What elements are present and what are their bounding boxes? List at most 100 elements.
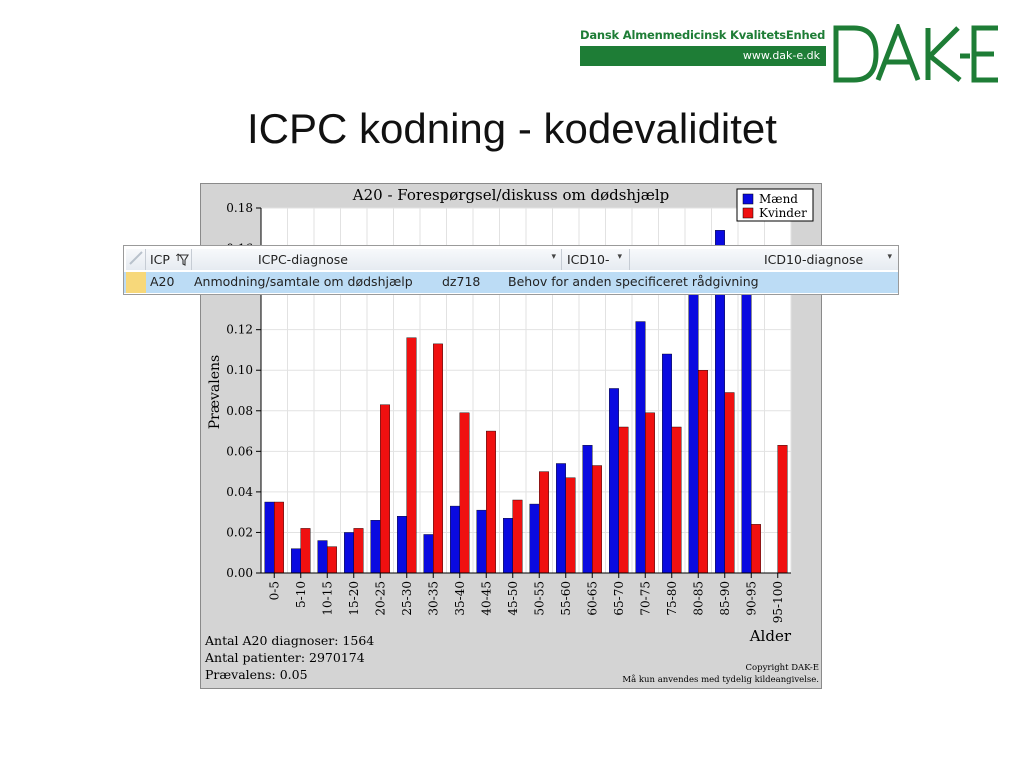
x-tick-label: 5-10 (294, 581, 308, 608)
bar-Kvinder (353, 528, 364, 574)
y-tick-label: 0.06 (226, 444, 253, 458)
bar-Mænd (635, 321, 646, 574)
bar-Kvinder (724, 392, 735, 574)
x-tick-label: 30-35 (426, 581, 440, 616)
bar-Kvinder (751, 524, 761, 574)
bar-Mænd (344, 532, 354, 574)
x-tick-label: 35-40 (453, 581, 467, 616)
bar-Mænd (291, 548, 301, 574)
x-tick-label: 50-55 (532, 581, 546, 616)
x-tick-label: 95-100 (771, 581, 785, 623)
bar-Kvinder (433, 343, 443, 574)
chart-note: Antal A20 diagnoser: 1564 (204, 633, 374, 648)
bar-Mænd (688, 290, 699, 574)
chart-note: Prævalens: 0.05 (205, 667, 308, 682)
bar-Kvinder (274, 501, 284, 574)
x-tick-label: 70-75 (638, 581, 652, 616)
column-header-label: ICD10-diagnose (764, 252, 864, 267)
legend-label: Mænd (759, 192, 798, 206)
row-selector[interactable] (126, 272, 146, 293)
bar-Mænd (423, 534, 434, 574)
cell-icd10-diagnose[interactable]: Behov for anden specificeret rådgivning (508, 274, 759, 289)
dak-e-logo: Dansk Almenmedicinsk KvalitetsEnhed www.… (580, 24, 1000, 86)
bar-Kvinder (698, 370, 708, 574)
bar-Mænd (317, 540, 328, 574)
copyright-text: Copyright DAK-E (746, 663, 819, 673)
y-axis-label: Prævalens (207, 355, 223, 430)
x-tick-label: 75-80 (665, 581, 679, 616)
bar-Mænd (450, 505, 460, 574)
datasheet-grid: ICP ↑ ICPC-diagnose ▾ ICD10- ▾ ICD10-dia… (123, 245, 899, 295)
bar-Kvinder (406, 337, 417, 574)
x-tick-label: 10-15 (320, 581, 334, 616)
bar-Mænd (609, 388, 619, 574)
sort-ascending-icon: ↑ (174, 253, 183, 264)
bar-Mænd (741, 290, 752, 574)
cell-icp[interactable]: A20 (150, 274, 175, 289)
column-header-label: ICP (150, 252, 170, 267)
copyright-text: Må kun anvendes med tydelig kildeangivel… (622, 673, 819, 685)
bar-Kvinder (539, 471, 549, 574)
bar-Mænd (370, 520, 381, 574)
legend-swatch (742, 207, 754, 219)
logo-wordmark (833, 24, 998, 83)
y-tick-label: 0.08 (226, 404, 253, 418)
logo-url-bar: www.dak-e.dk (580, 46, 826, 66)
column-header-icp[interactable]: ICP ↑ (146, 249, 192, 270)
column-header-label: ICPC-diagnose (258, 252, 348, 267)
x-tick-label: 15-20 (347, 581, 361, 616)
bar-Kvinder (777, 445, 788, 574)
legend-label: Kvinder (759, 206, 807, 220)
slide-title: ICPC kodning - kodevaliditet (247, 105, 777, 152)
chevron-down-icon[interactable]: ▾ (551, 252, 556, 262)
bar-Kvinder (671, 426, 682, 574)
chart-title: A20 - Forespørgsel/diskuss om dødshjælp (352, 186, 670, 204)
column-header-icd10-diagnose[interactable]: ICD10-diagnose ▾ (630, 249, 898, 270)
y-tick-label: 0.04 (226, 485, 253, 499)
x-tick-label: 90-95 (744, 581, 758, 616)
chevron-down-icon[interactable]: ▾ (617, 252, 622, 262)
bar-Mænd (264, 501, 275, 574)
y-tick-label: 0.18 (226, 201, 253, 215)
y-tick-label: 0.02 (226, 525, 253, 539)
bar-Kvinder (300, 528, 311, 574)
y-tick-label: 0.12 (226, 323, 253, 337)
column-header-label: ICD10- (567, 252, 610, 267)
bar-Mænd (397, 516, 407, 574)
bar-Mænd (556, 463, 566, 574)
bar-Kvinder (645, 412, 655, 574)
bar-Kvinder (565, 477, 576, 574)
bar-Mænd (529, 503, 540, 574)
bar-Mænd (503, 518, 513, 574)
y-tick-label: 0.00 (226, 566, 253, 580)
bar-Mænd (476, 509, 487, 574)
bar-Kvinder (459, 412, 470, 574)
bar-Kvinder (486, 430, 496, 574)
bar-Kvinder (512, 499, 523, 574)
x-tick-label: 40-45 (479, 581, 493, 616)
x-tick-label: 55-60 (559, 581, 573, 616)
cell-icd10[interactable]: dz718 (442, 274, 481, 289)
logo-org-name: Dansk Almenmedicinsk KvalitetsEnhed (580, 28, 826, 42)
select-all-corner[interactable] (126, 249, 146, 270)
x-tick-label: 65-70 (612, 581, 626, 616)
table-row[interactable]: A20 Anmodning/samtale om dødshjælp dz718… (124, 272, 898, 293)
x-tick-label: 85-90 (718, 581, 732, 616)
y-tick-label: 0.10 (226, 363, 253, 377)
bar-Kvinder (592, 465, 602, 574)
bar-Mænd (582, 445, 593, 574)
x-tick-label: 25-30 (400, 581, 414, 616)
logo-url: www.dak-e.dk (742, 49, 820, 62)
x-tick-label: 60-65 (585, 581, 599, 616)
chevron-down-icon[interactable]: ▾ (887, 252, 892, 262)
bar-Kvinder (618, 426, 629, 574)
corner-triangle-icon (129, 251, 143, 265)
column-header-icpc-diagnose[interactable]: ICPC-diagnose ▾ (192, 249, 562, 270)
chart-note: Antal patienter: 2970174 (204, 650, 365, 665)
cell-icpc-diagnose[interactable]: Anmodning/samtale om dødshjælp (194, 274, 413, 289)
bar-Mænd (662, 353, 672, 574)
column-header-icd10[interactable]: ICD10- ▾ (562, 249, 630, 270)
x-tick-label: 20-25 (373, 581, 387, 616)
x-tick-label: 80-85 (691, 581, 705, 616)
funnel-icon[interactable] (179, 254, 189, 266)
